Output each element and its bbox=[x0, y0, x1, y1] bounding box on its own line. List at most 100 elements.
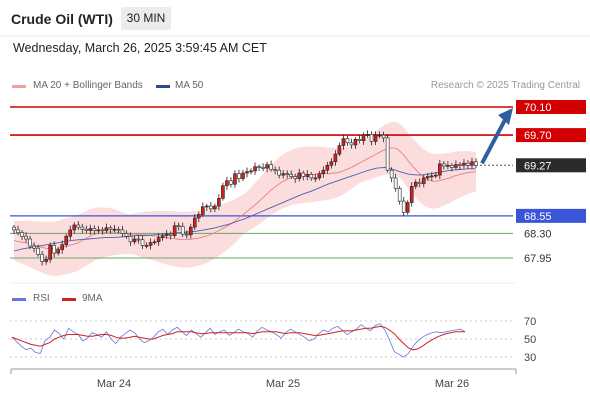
candle-body bbox=[221, 185, 225, 199]
candle-body bbox=[164, 233, 169, 236]
candle-body bbox=[84, 228, 89, 231]
candle-body bbox=[64, 235, 69, 245]
candle-body bbox=[474, 161, 478, 166]
candle-body bbox=[381, 134, 386, 139]
x-axis: Mar 24 Mar 25 Mar 26 bbox=[10, 368, 517, 390]
timeframe-button[interactable]: 30 MIN bbox=[121, 7, 171, 30]
candle-body bbox=[148, 242, 153, 246]
candle-body bbox=[104, 227, 109, 231]
candle-body bbox=[132, 238, 137, 243]
candle-body bbox=[417, 181, 422, 184]
candle-body bbox=[192, 217, 197, 228]
candle-body bbox=[168, 233, 173, 236]
candle-body bbox=[385, 137, 390, 171]
candle-body bbox=[301, 172, 306, 177]
candle-body bbox=[369, 134, 374, 142]
candle-body bbox=[454, 164, 458, 168]
chart-header: Crude Oil (WTI) 30 MIN bbox=[0, 0, 590, 36]
candle-body bbox=[124, 233, 129, 237]
candle-body bbox=[377, 134, 382, 137]
candle-body bbox=[92, 228, 97, 231]
candle-body bbox=[209, 205, 213, 210]
arrow-head bbox=[498, 108, 513, 125]
x-label-mar-24: Mar 24 bbox=[97, 378, 131, 390]
candle-body bbox=[76, 224, 81, 228]
candle-body bbox=[269, 164, 273, 170]
candle-body bbox=[409, 186, 414, 203]
candle-body bbox=[277, 169, 281, 176]
legend-rsi: RSI bbox=[33, 293, 50, 304]
candle-body bbox=[80, 226, 85, 230]
level-tag-68-55 bbox=[516, 208, 586, 223]
candle-body bbox=[333, 153, 338, 163]
candle-body bbox=[201, 206, 205, 215]
candle-body bbox=[317, 173, 322, 179]
candle-body bbox=[112, 228, 117, 231]
candle-body bbox=[60, 244, 65, 250]
candle-body bbox=[421, 177, 426, 184]
instrument-title: Crude Oil (WTI) bbox=[11, 11, 113, 27]
candle-body bbox=[305, 174, 310, 177]
candle-body bbox=[120, 229, 125, 234]
candle-body bbox=[349, 142, 354, 146]
candle-body bbox=[16, 229, 20, 234]
rsi-tick-70: 70 bbox=[524, 316, 536, 328]
candle-body bbox=[373, 134, 378, 142]
legend-ma9: 9MA bbox=[82, 293, 103, 304]
candle-body bbox=[108, 227, 113, 230]
ma9-swatch bbox=[62, 298, 76, 301]
candle-body bbox=[100, 229, 105, 232]
rsi-tick-50: 50 bbox=[524, 334, 536, 346]
candle-body bbox=[329, 161, 334, 166]
candles bbox=[12, 130, 478, 266]
level-label-70-10: 70.10 bbox=[524, 102, 552, 114]
candle-body bbox=[188, 226, 193, 236]
candle-body bbox=[297, 172, 302, 179]
candle-body bbox=[345, 138, 350, 144]
candle-body bbox=[442, 163, 446, 167]
ma50-line bbox=[13, 166, 476, 252]
level-label-67-95: 67.95 bbox=[524, 253, 552, 265]
candle-body bbox=[313, 177, 318, 180]
candle-body bbox=[68, 229, 73, 237]
x-label-mar-26: Mar 26 bbox=[435, 378, 469, 390]
candle-body bbox=[430, 175, 434, 178]
candle-body bbox=[466, 162, 470, 166]
candle-body bbox=[397, 188, 402, 202]
candle-body bbox=[265, 164, 269, 169]
candle-body bbox=[365, 134, 370, 136]
candle-body bbox=[20, 232, 24, 237]
candle-body bbox=[357, 139, 362, 142]
candle-body bbox=[160, 235, 165, 238]
candle-body bbox=[56, 249, 60, 254]
candle-body bbox=[462, 162, 466, 166]
candle-body bbox=[156, 237, 161, 243]
candle-body bbox=[36, 247, 40, 255]
candle-body bbox=[205, 205, 209, 208]
arrow-shaft bbox=[480, 117, 508, 165]
rsi-line bbox=[11, 323, 466, 358]
candle-body bbox=[458, 164, 462, 166]
ma50-swatch bbox=[156, 85, 170, 88]
candle-body bbox=[309, 174, 314, 179]
level-tag-69-27 bbox=[516, 158, 586, 173]
candle-body bbox=[341, 138, 346, 146]
candle-body bbox=[446, 164, 450, 167]
candle-body bbox=[425, 176, 430, 179]
candle-body bbox=[241, 172, 245, 179]
candle-body bbox=[325, 164, 330, 171]
candle-body bbox=[225, 180, 229, 186]
candle-body bbox=[233, 173, 237, 185]
ma20-swatch bbox=[12, 85, 26, 88]
level-tag-69-70 bbox=[516, 128, 586, 143]
bollinger-band bbox=[14, 121, 476, 277]
candle-body bbox=[44, 259, 48, 262]
price-levels bbox=[10, 106, 513, 259]
candle-body bbox=[48, 245, 52, 260]
candle-body bbox=[281, 173, 285, 176]
candle-body bbox=[217, 198, 221, 207]
candle-body bbox=[361, 134, 366, 142]
level-label-69-27: 69.27 bbox=[524, 160, 552, 172]
level-label-69-70: 69.70 bbox=[524, 130, 552, 142]
level-tag-70-10 bbox=[516, 100, 586, 114]
